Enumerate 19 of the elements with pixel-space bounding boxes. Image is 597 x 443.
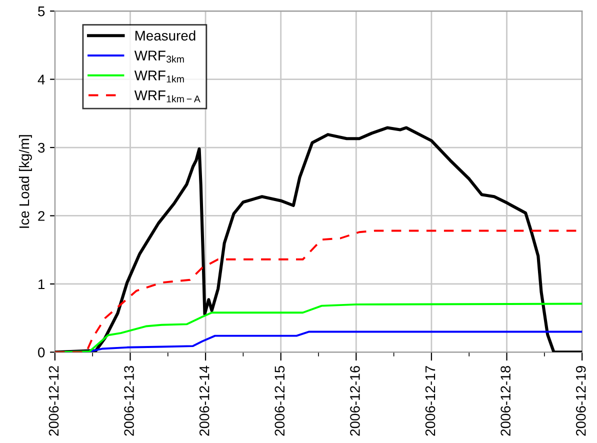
y-tick-label: 1	[38, 279, 45, 289]
y-tick-label: 4	[38, 74, 45, 84]
legend-label: WRF$_{1km−A}$	[134, 90, 200, 102]
y-tick-label: 2	[38, 211, 45, 221]
legend-label: Measured	[135, 30, 196, 41]
x-tick-label: 2006-12-14	[199, 366, 210, 436]
x-tick-label: 2006-12-12	[48, 366, 59, 436]
x-tick-label: 2006-12-17	[425, 366, 436, 436]
y-axis-title: Ice Load [kg/m]	[18, 135, 32, 228]
x-tick-label: 2006-12-18	[500, 366, 510, 436]
x-tick-label: 2006-12-19	[576, 366, 586, 436]
legend-label: WRF$_{1km}$	[134, 70, 184, 82]
y-tick-label: 5	[38, 6, 45, 16]
x-tick-label: 2006-12-15	[274, 366, 285, 436]
x-tick-label: 2006-12-16	[350, 366, 360, 436]
x-tick-label: 2006-12-13	[124, 366, 134, 436]
y-tick-label: 3	[38, 142, 45, 153]
y-tick-label: 0	[38, 348, 45, 358]
legend-label: WRF$_{3km}$	[134, 50, 184, 63]
